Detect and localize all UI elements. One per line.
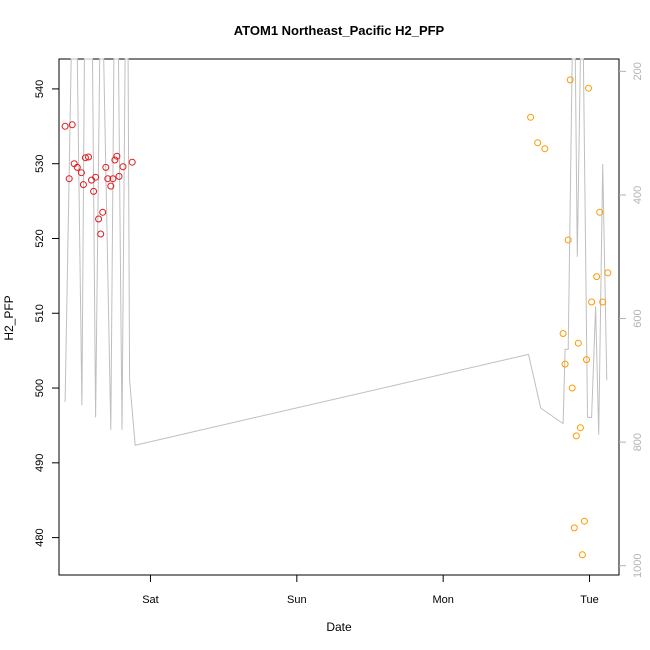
data-point <box>541 145 549 153</box>
data-point <box>97 230 105 238</box>
x-tick-label: Mon <box>432 594 453 606</box>
data-point <box>596 208 604 216</box>
axis-layer: 480 490 500 510 520 530 540 200 400 600 800 1000 Sat… <box>34 62 644 606</box>
data-point <box>570 524 578 532</box>
data-point <box>111 156 119 164</box>
secondary-y-tick-label: 800 <box>632 433 644 451</box>
data-point <box>561 360 569 368</box>
data-point <box>113 152 121 160</box>
data-point <box>578 551 586 559</box>
y-tick-label: 510 <box>34 304 46 322</box>
data-point <box>95 215 103 223</box>
data-point <box>580 517 588 525</box>
data-point <box>572 432 580 440</box>
data-point <box>566 76 574 84</box>
data-point <box>85 153 92 161</box>
data-point <box>77 169 85 177</box>
data-point <box>583 356 590 364</box>
data-point <box>99 208 107 216</box>
data-point <box>574 339 582 347</box>
data-point <box>527 113 535 121</box>
chart-title: ATOM1 Northeast_Pacific H2_PFP <box>234 23 445 38</box>
data-point <box>534 139 542 147</box>
secondary-y-tick-label: 600 <box>632 309 644 327</box>
data-point <box>588 298 596 306</box>
data-point <box>576 424 584 432</box>
y-tick-label: 520 <box>34 229 46 247</box>
data-point <box>119 163 127 171</box>
data-point <box>585 84 592 92</box>
data-point <box>599 298 607 306</box>
x-tick-label: Sun <box>287 594 307 606</box>
y-tick-label: 480 <box>34 528 46 546</box>
data-point <box>107 182 115 190</box>
secondary-series-line <box>64 58 608 446</box>
data-point <box>104 175 112 183</box>
x-tick-label: Sat <box>142 594 159 606</box>
x-axis-label: Date <box>326 620 352 634</box>
y-tick-label: 490 <box>34 454 46 472</box>
data-point <box>65 175 73 183</box>
data-point <box>61 122 69 130</box>
data-point <box>568 384 576 392</box>
data-point <box>92 173 100 181</box>
data-point <box>564 236 572 244</box>
point-layer <box>61 76 612 559</box>
y-tick-label: 500 <box>34 379 46 397</box>
data-point <box>81 154 89 162</box>
data-point <box>593 273 601 281</box>
data-point <box>73 163 81 171</box>
secondary-y-tick-label: 200 <box>632 62 644 80</box>
x-tick-label: Tue <box>580 594 599 606</box>
data-point <box>604 269 612 277</box>
y-axis-label: H2_PFP <box>2 295 16 340</box>
secondary-y-tick-label: 1000 <box>632 553 644 577</box>
data-point <box>102 163 110 171</box>
y-tick-label: 530 <box>34 155 46 173</box>
data-point <box>90 187 98 195</box>
secondary-y-tick-label: 400 <box>632 186 644 204</box>
data-point <box>559 330 567 337</box>
data-point <box>79 181 87 189</box>
line-layer <box>64 58 608 446</box>
plot-area-frame <box>58 58 620 576</box>
data-point <box>115 172 123 180</box>
data-point <box>109 175 117 183</box>
data-point <box>128 158 136 166</box>
y-tick-label: 540 <box>34 80 46 98</box>
data-point <box>68 121 76 129</box>
